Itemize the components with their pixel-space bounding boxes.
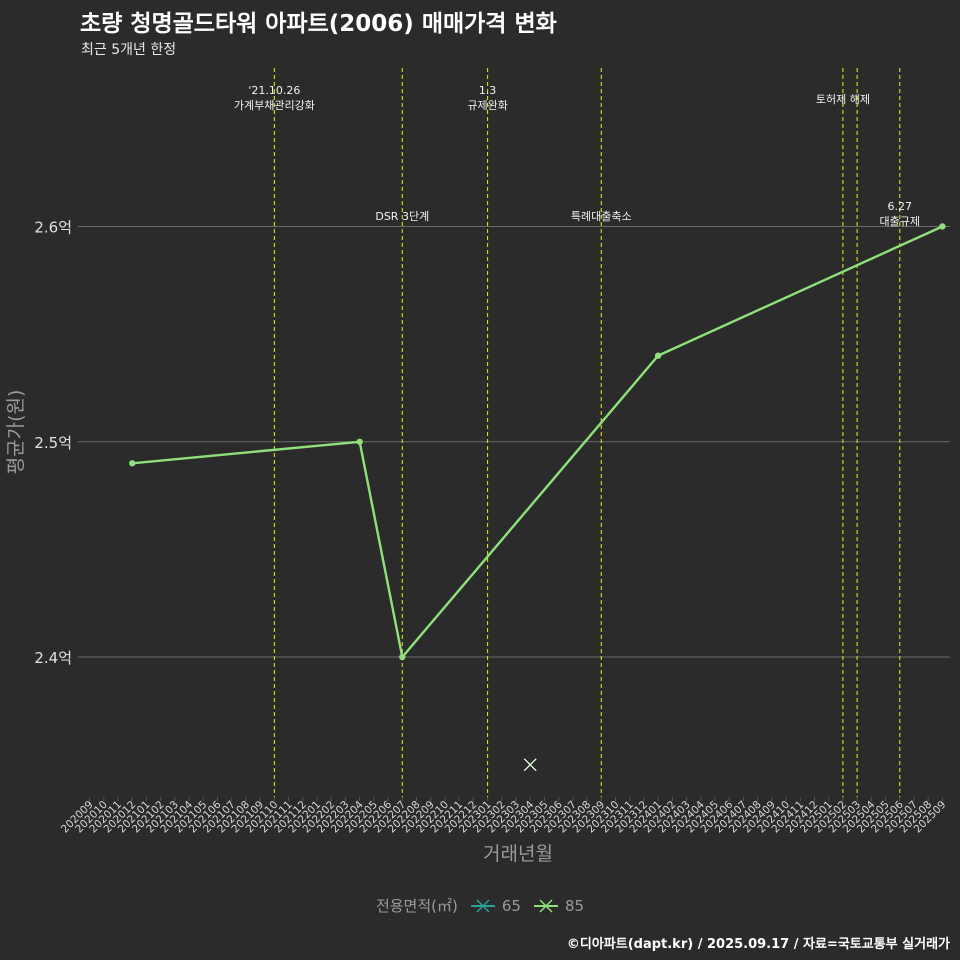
series-85-point [356, 438, 363, 445]
event-label: 가계부채관리강화 [234, 99, 315, 112]
source-caption: ©디아파트(dapt.kr) / 2025.09.17 / 자료=국토교통부 실… [566, 937, 950, 952]
series-85-point [129, 460, 136, 467]
y-tick-label: 2.6억 [34, 218, 72, 236]
legend-key-65-icon [470, 898, 495, 913]
series-85-point [654, 352, 662, 359]
legend-title: 전용면적(㎡) [375, 897, 458, 915]
event-label: 규제완화 [467, 99, 507, 112]
event-label: 토허제 해제 [816, 92, 870, 106]
series-65-point [523, 758, 537, 772]
event-label: DSR 3단계 [375, 210, 429, 223]
series-85-point [939, 223, 946, 230]
legend-label-65: 65 [501, 896, 521, 915]
event-label: '21.10.26 [248, 84, 300, 97]
legend: 전용면적(㎡) 65 85 [0, 895, 960, 916]
legend-key-85-icon [533, 898, 558, 913]
event-label: 1.3 [479, 84, 497, 97]
event-label: 특례대출축소 [571, 210, 632, 223]
chart-title: 초량 청명골드타워 아파트(2006) 매매가격 변화 [80, 11, 557, 37]
y-tick-label: 2.4억 [34, 649, 72, 667]
event-label: 6.27 [888, 200, 913, 213]
chart-subtitle: 최근 5개년 한정 [81, 42, 177, 58]
legend-item-85: 85 [533, 897, 584, 915]
y-tick-label: 2.5억 [34, 434, 72, 452]
series-85-point [399, 653, 406, 661]
x-axis-title: 거래년월 [483, 843, 553, 865]
event-label: 대출규제 [880, 215, 920, 228]
legend-item-65: 65 [470, 897, 521, 915]
y-axis-title: 평균가(원) [5, 390, 27, 475]
legend-label-85: 85 [564, 896, 585, 915]
